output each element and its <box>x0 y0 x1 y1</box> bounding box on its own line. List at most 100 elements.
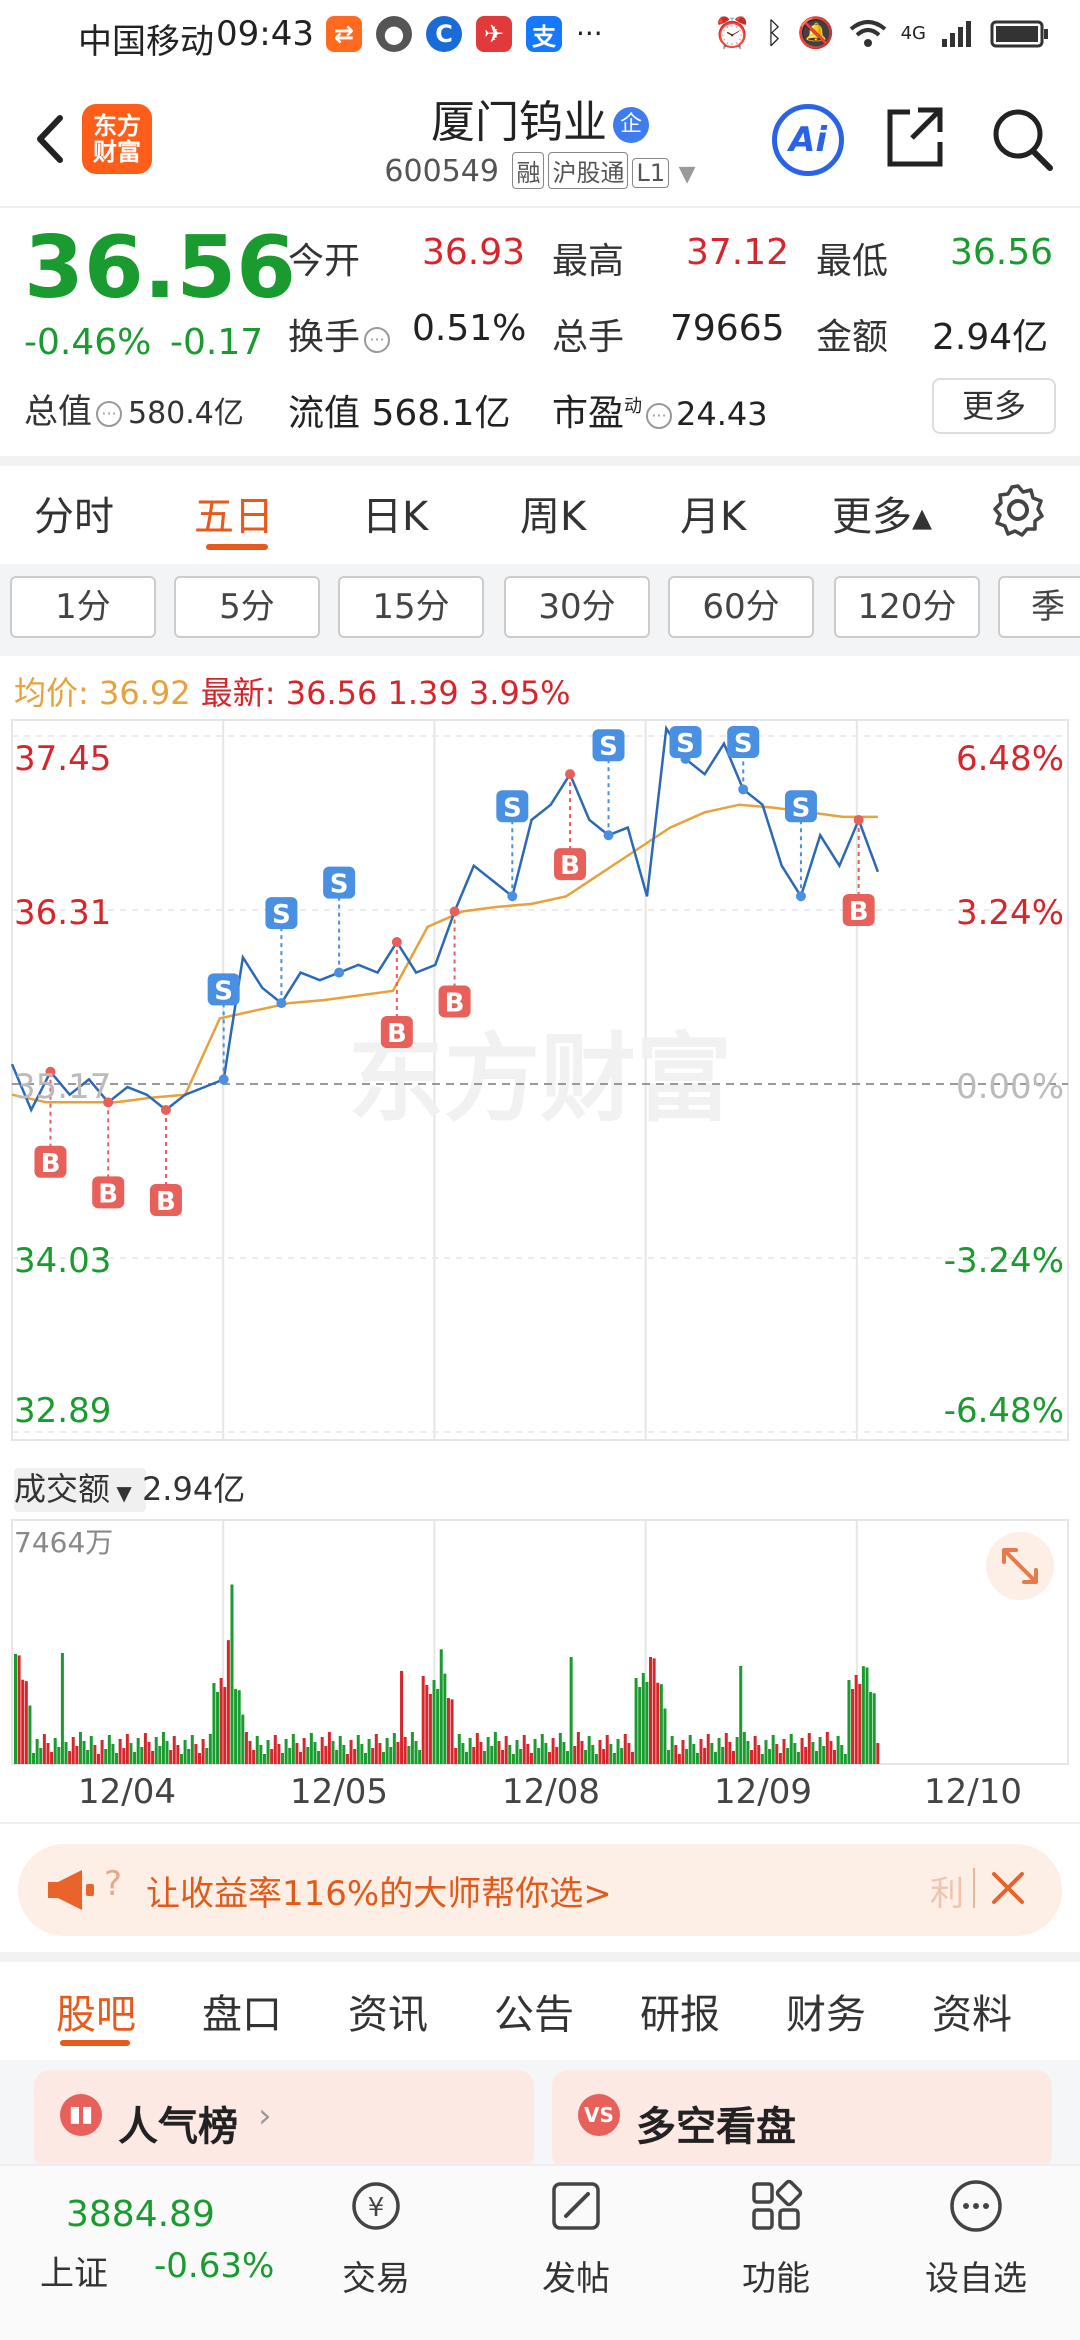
bull-bear-card[interactable] <box>552 2070 1052 2170</box>
info-icon[interactable]: ··· <box>96 401 122 427</box>
tab-news[interactable]: 资讯 <box>348 1992 428 2038</box>
volume-bar <box>746 1741 750 1764</box>
volume-bar <box>234 1688 238 1764</box>
latest-value: 36.56 <box>285 674 378 712</box>
sell-marker <box>496 790 529 823</box>
more-quote-button[interactable]: 更多 <box>932 378 1056 434</box>
interval-15m[interactable]: 15分 <box>338 576 484 638</box>
volume-bar <box>317 1751 321 1764</box>
interval-120m[interactable]: 120分 <box>834 576 980 638</box>
nav-functions[interactable]: 功能 <box>696 2176 856 2300</box>
dropdown-icon[interactable]: ▼ <box>678 162 696 187</box>
stock-title[interactable]: 厦门钨业企 <box>0 86 1080 150</box>
volume-selector[interactable] <box>14 1468 146 1512</box>
close-icon[interactable] <box>988 1868 1028 1908</box>
volume-type-label[interactable]: 成交额 <box>14 1470 111 1508</box>
app-c-notif-icon: C <box>426 16 462 52</box>
promo-text[interactable]: 让收益率116%的大师帮你选> <box>146 1874 612 1914</box>
back-arrow-icon[interactable] <box>24 104 74 174</box>
tab-pankou[interactable]: 盘口 <box>202 1992 282 2038</box>
nav-trade[interactable]: ¥ 交易 <box>296 2176 456 2300</box>
volume-bar <box>389 1747 393 1764</box>
promo-banner[interactable] <box>18 1844 1062 1936</box>
volume-bar <box>461 1743 465 1764</box>
marker-dot <box>160 1104 171 1115</box>
volume-bar <box>663 1708 667 1764</box>
date-label-1205: 12/05 <box>290 1772 388 1812</box>
volume-bar <box>21 1679 25 1764</box>
ai-button[interactable]: Ai <box>772 104 844 176</box>
marker-dot <box>603 830 614 841</box>
volume-bar <box>840 1745 844 1764</box>
date-label-1204: 12/04 <box>78 1772 176 1812</box>
volume-bar <box>508 1745 512 1764</box>
bull-bear-title[interactable]: 多空看盘 <box>636 2104 796 2150</box>
marker-dot <box>795 891 806 902</box>
tab-timeshare[interactable]: 分时 <box>34 494 114 540</box>
volume-bar <box>641 1673 645 1764</box>
eastmoney-logo[interactable]: 东方 财富 <box>82 104 152 174</box>
volume-bar <box>486 1737 490 1764</box>
tab-weekly-k[interactable]: 周K <box>520 494 587 540</box>
volume-bar <box>28 1705 32 1764</box>
info-icon[interactable]: ··· <box>646 403 673 429</box>
search-icon[interactable] <box>990 104 1056 174</box>
network-type: 4G <box>900 23 926 44</box>
index-change[interactable]: -0.63% <box>154 2246 275 2286</box>
interval-1m[interactable]: 1分 <box>10 576 156 638</box>
volume-bar <box>299 1752 303 1764</box>
volume-gridlines <box>222 1520 858 1764</box>
volume-bar <box>201 1739 205 1764</box>
volume-bar <box>100 1740 104 1764</box>
tab-profile[interactable]: 资料 <box>932 1992 1012 2038</box>
tab-research[interactable]: 研报 <box>640 1992 720 2038</box>
volume-bar <box>796 1752 800 1764</box>
interval-quarter[interactable]: 季 <box>998 576 1080 638</box>
volume-bar <box>800 1738 804 1764</box>
volume-bar <box>865 1667 869 1764</box>
volume-bar <box>32 1753 36 1764</box>
tab-announcements[interactable]: 公告 <box>494 1992 574 2038</box>
volume-bar <box>757 1745 761 1764</box>
info-icon[interactable]: ··· <box>364 327 391 353</box>
interval-60m[interactable]: 60分 <box>668 576 814 638</box>
tab-monthly-k[interactable]: 月K <box>680 494 747 540</box>
volume-bar <box>638 1687 642 1764</box>
interval-30m[interactable]: 30分 <box>504 576 650 638</box>
volume-bar <box>425 1685 429 1764</box>
interval-5m[interactable]: 5分 <box>174 576 320 638</box>
index-value[interactable]: 3884.89 <box>66 2194 215 2235</box>
price-series <box>10 724 880 1113</box>
volume-bar <box>107 1735 111 1764</box>
volume-bar <box>345 1754 349 1764</box>
volume-bar <box>418 1750 422 1764</box>
tab-more[interactable]: 更多▴ <box>832 494 933 540</box>
volume-bar <box>335 1750 339 1764</box>
nav-post[interactable]: 发帖 <box>496 2176 656 2300</box>
avg-value: 36.92 <box>98 674 191 712</box>
volume-dropdown-icon[interactable]: ▼ <box>110 1481 132 1505</box>
volume-bar <box>35 1739 39 1764</box>
tab-daily-k[interactable]: 日K <box>362 494 429 540</box>
stock-code-line[interactable]: 600549 融沪股通 L1 ▼ <box>0 152 1080 189</box>
volume-chart[interactable]: 7464万 <box>0 1518 1080 1768</box>
popularity-card[interactable] <box>34 2070 534 2170</box>
pe-dynamic-sup: 动 <box>624 396 643 417</box>
volume-bar <box>270 1749 274 1764</box>
tab-five-day[interactable]: 五日 <box>194 494 274 540</box>
volume-bar <box>483 1751 487 1764</box>
volume-bar <box>165 1741 169 1764</box>
popularity-title[interactable]: 人气榜 <box>118 2104 238 2150</box>
tab-guba[interactable]: 股吧 <box>56 1992 136 2038</box>
volume-bar <box>843 1754 847 1764</box>
volume-bar <box>786 1748 790 1764</box>
volume-bar <box>259 1745 263 1764</box>
tab-finance[interactable]: 财务 <box>786 1992 866 2038</box>
gear-icon[interactable] <box>990 482 1046 538</box>
volume-bar <box>291 1734 295 1764</box>
volume-bar <box>161 1732 165 1764</box>
index-name[interactable]: 上证 <box>40 2254 108 2294</box>
share-icon[interactable] <box>884 104 946 170</box>
nav-watchlist[interactable]: 设自选 <box>896 2176 1056 2300</box>
